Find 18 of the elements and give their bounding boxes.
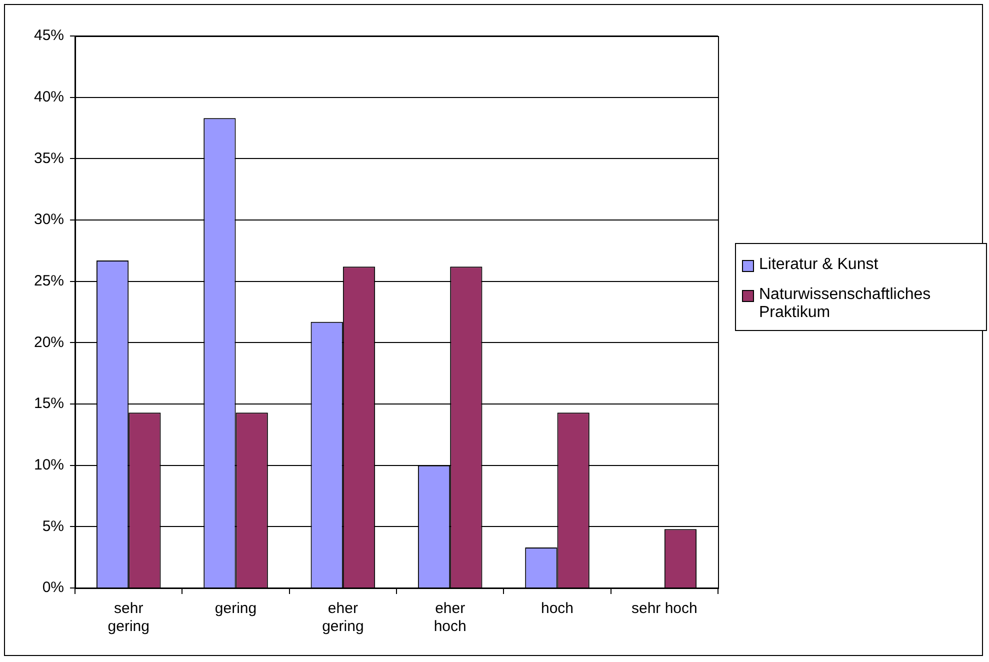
y-tick-label: 0%: [42, 579, 64, 596]
y-tick-label: 30%: [34, 211, 64, 228]
y-tick-label: 15%: [34, 395, 64, 412]
x-tick-label: eher gering: [322, 600, 364, 636]
y-tick-label: 45%: [34, 27, 64, 44]
y-tick-label: 35%: [34, 150, 64, 167]
y-tick-label: 25%: [34, 272, 64, 290]
y-tick-label: 5%: [42, 518, 64, 535]
x-tick-label: gering: [214, 600, 257, 618]
x-tick-label: eher hoch: [434, 600, 466, 636]
y-tick-label: 20%: [34, 334, 64, 351]
legend-label: Naturwissenschaftliches Praktikum: [759, 286, 932, 322]
y-tick-label: 10%: [34, 456, 64, 474]
x-tick-label: sehr hoch: [631, 600, 698, 618]
y-tick-label: 40%: [34, 88, 64, 106]
legend-label: Literatur & Kunst: [759, 256, 878, 274]
x-tick-label: hoch: [540, 600, 574, 618]
x-tick-label: sehr gering: [108, 600, 150, 636]
